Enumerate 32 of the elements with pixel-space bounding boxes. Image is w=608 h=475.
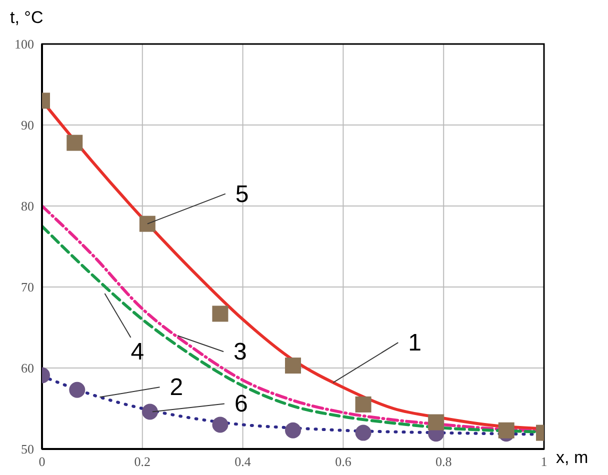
x-tick-label: 0.6 bbox=[335, 454, 352, 470]
y-tick-label: 50 bbox=[21, 442, 34, 457]
x-tick-label: 0 bbox=[38, 454, 46, 470]
y-tick-label: 80 bbox=[21, 198, 34, 214]
point bbox=[69, 382, 86, 398]
point bbox=[285, 422, 301, 438]
y-tick-label: 90 bbox=[21, 118, 34, 133]
annotation: 5 bbox=[235, 180, 249, 208]
point bbox=[355, 424, 372, 441]
y-axis-title: t, °C bbox=[10, 8, 44, 28]
annotation: 6 bbox=[234, 390, 248, 418]
annotation: 3 bbox=[234, 338, 247, 366]
point bbox=[139, 216, 156, 232]
x-tick-label: 0.4 bbox=[234, 454, 252, 470]
y-tick-label: 70 bbox=[21, 280, 34, 295]
x-tick-label: 0.8 bbox=[435, 454, 452, 470]
x-tick-label: 0.2 bbox=[134, 454, 151, 470]
point bbox=[498, 422, 514, 438]
point bbox=[142, 404, 158, 420]
annotation: 4 bbox=[130, 338, 144, 366]
point bbox=[285, 358, 301, 374]
point bbox=[212, 416, 228, 433]
x-axis-title: x, m bbox=[556, 448, 588, 468]
annotation: 2 bbox=[170, 374, 184, 402]
y-tick-label: 100 bbox=[14, 36, 34, 52]
x-tick-label: 1 bbox=[540, 454, 548, 470]
point bbox=[212, 306, 228, 322]
y-tick-label: 60 bbox=[21, 360, 34, 376]
point bbox=[428, 414, 444, 430]
point bbox=[66, 134, 83, 151]
point bbox=[355, 396, 372, 412]
annotation: 1 bbox=[408, 330, 422, 357]
